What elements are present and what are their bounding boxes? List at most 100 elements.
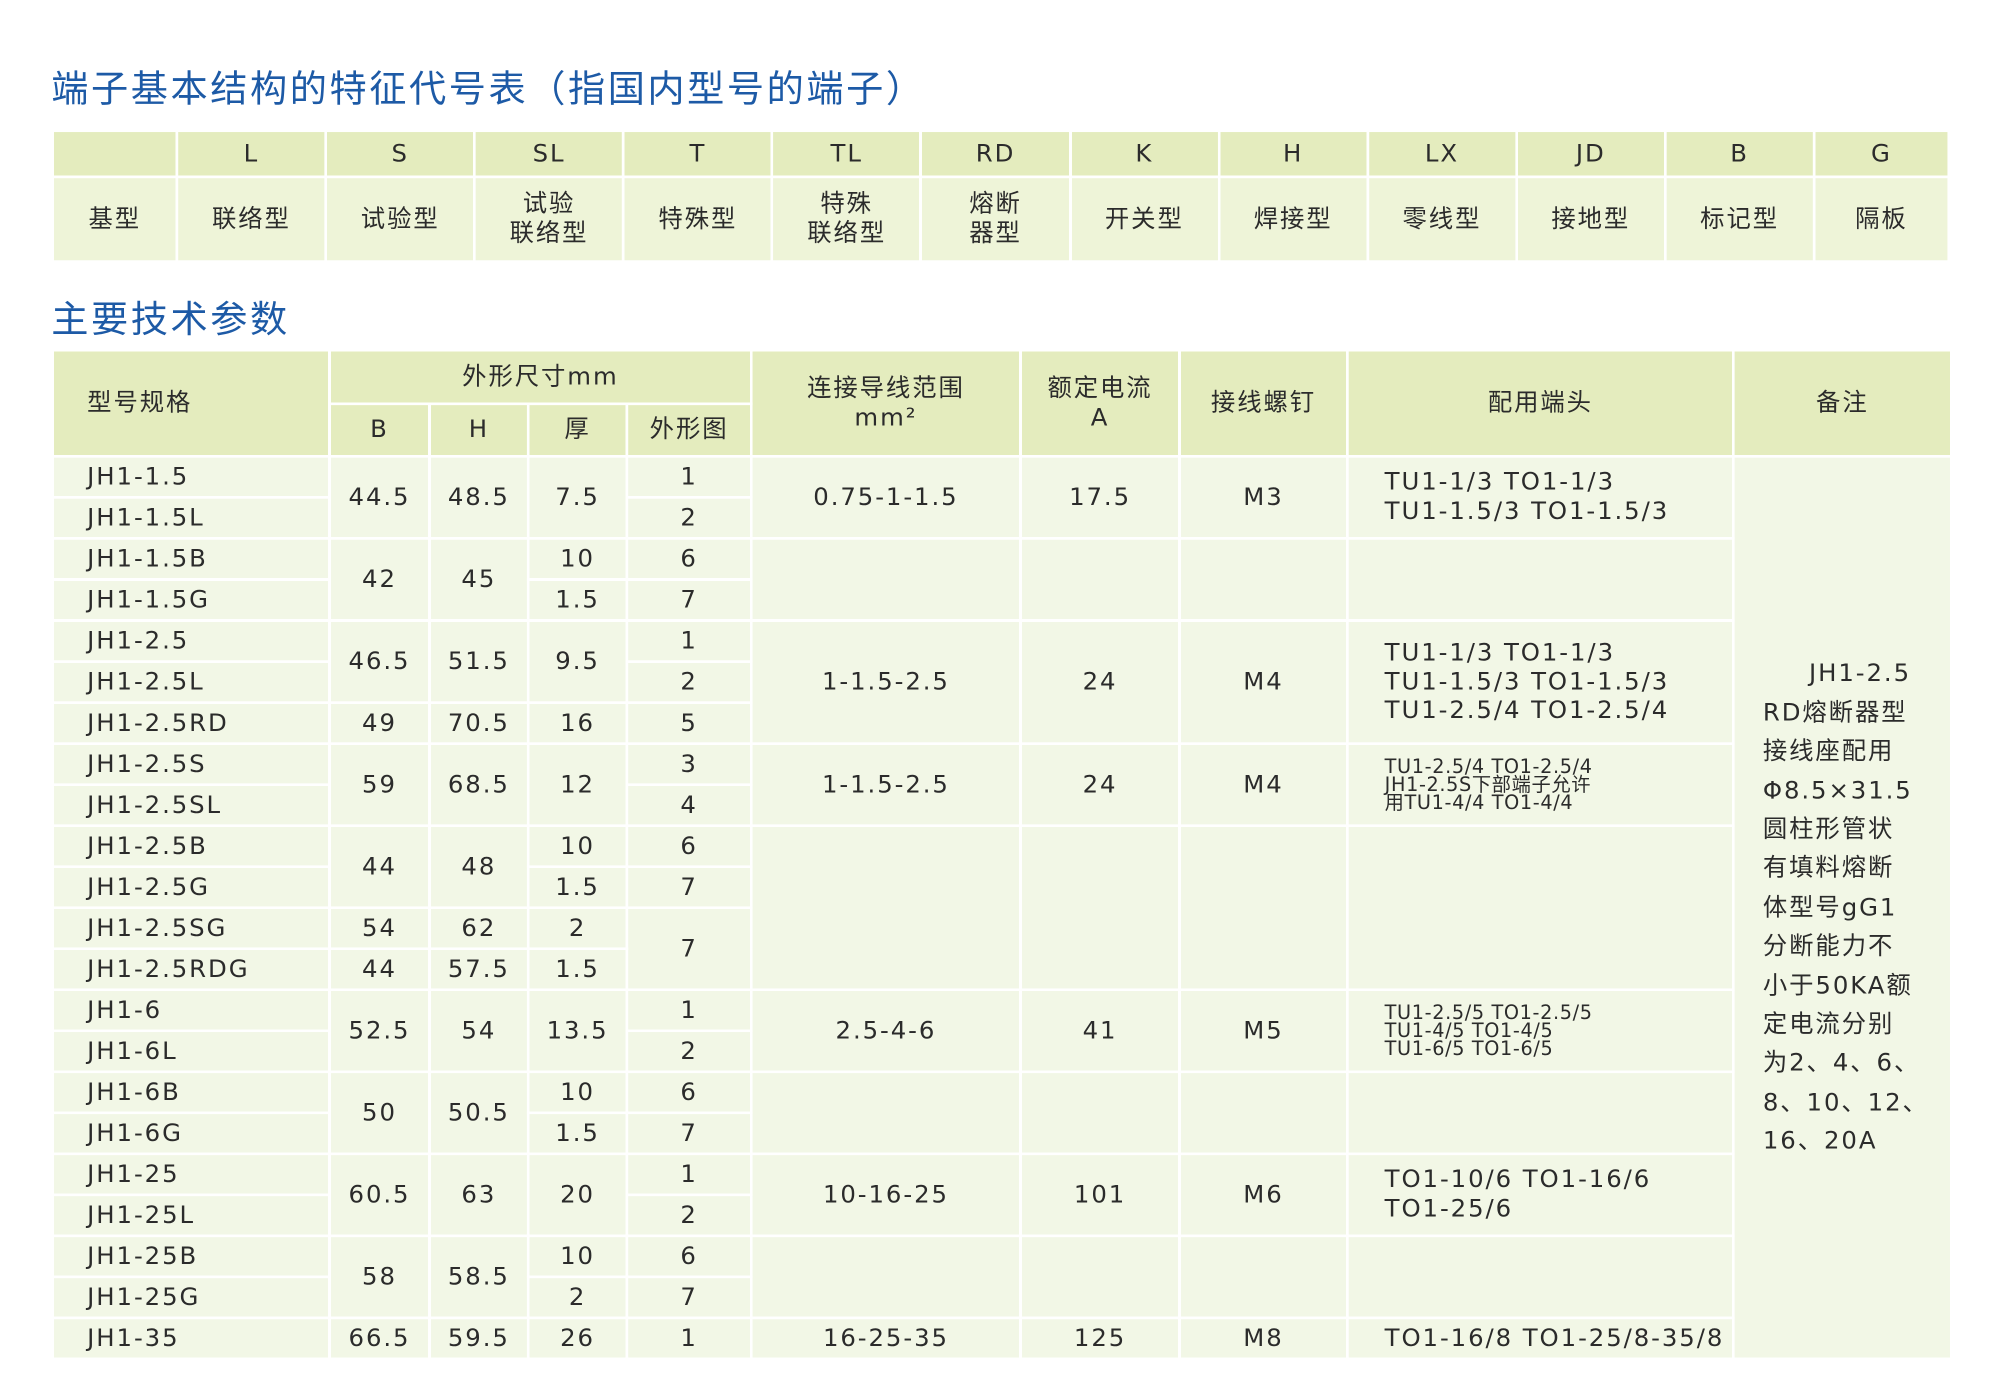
B-cell: 46.5 (328, 619, 431, 704)
screw-cell: M3 (1178, 455, 1349, 540)
name-cell: 联络型 (175, 175, 328, 263)
H-cell: 57.5 (428, 947, 530, 992)
screw-cell: M4 (1178, 742, 1349, 827)
figure-cell: 1 (625, 455, 753, 499)
B-cell: 58 (328, 1234, 431, 1320)
terminals-cell: TU1-1/3 TO1-1/3 TU1-1.5/3 TO1-1.5/3 (1346, 455, 1735, 540)
cell-text: M3 (1243, 482, 1284, 512)
figure-cell: 2 (625, 1193, 753, 1238)
cell-text: 6 (680, 544, 698, 573)
screw-cell (1178, 824, 1349, 992)
header-cell: 备注 (1732, 348, 1953, 458)
cell-text: 2 (680, 503, 698, 532)
cell-text: 2 (568, 913, 587, 942)
cell-text: 1.5 (555, 585, 600, 614)
remark-line: 分断能力不 (1762, 932, 1895, 961)
code-cell: G (1812, 129, 1950, 179)
header-text: 连接导线范围 (807, 373, 965, 403)
model-cell: JH1-2.5L (51, 660, 331, 704)
name-line: 器型 (969, 219, 1022, 248)
cell-text: 42 (362, 564, 397, 594)
header-cell: 外形尺寸mm (328, 348, 753, 406)
cell-text: 101 (1073, 1180, 1127, 1209)
section-title: 主要技术参数 (51, 297, 290, 342)
cell-text: 2 (568, 1282, 587, 1312)
B-cell: 54 (328, 906, 431, 950)
cell-text: 7 (680, 934, 698, 963)
cell-text: 24 (1082, 769, 1118, 799)
figure-cell: 7 (625, 1111, 753, 1156)
header-cell: 厚 (526, 402, 629, 458)
cell-line: TO1-10/6 TO1-16/6 (1384, 1165, 1652, 1194)
B-cell: 44 (328, 947, 431, 992)
cell-text: 1 (680, 995, 698, 1024)
cell-text: 10 (560, 1077, 595, 1106)
B-cell: 52.5 (328, 988, 431, 1074)
cell-text: M5 (1243, 1016, 1284, 1045)
thickness-cell: 26 (526, 1316, 629, 1361)
model-cell: JH1-6B (51, 1070, 331, 1115)
thickness-cell: 10 (526, 537, 629, 581)
code-table: L S SL T TL RD K H LX JD B G 基型 联络型 试验型 试验 联络型 特殊型 特殊 联络型 熔断… (51, 129, 1950, 263)
cell-text: 54 (362, 913, 397, 942)
remark-line: 8、10、12、 (1762, 1088, 1929, 1117)
H-cell: 54 (428, 988, 530, 1074)
data-row: JH1-35 66.5 59.5 26 1 16-25-35 125 M8 TO1-16/8 T… (51, 1316, 1952, 1361)
H-cell: 48.5 (428, 455, 530, 540)
name-line: 熔断 (969, 190, 1022, 219)
remark-line: 定电流分别 (1762, 1010, 1895, 1039)
remark-line: 小于50KA额 (1762, 971, 1913, 1000)
cell-text: 49 (362, 708, 397, 737)
model-cell: JH1-1.5 (51, 455, 331, 499)
figure-cell: 4 (625, 783, 753, 827)
H-cell: 45 (428, 537, 530, 622)
data-row: JH1-25B 58 58.5 10 6 (51, 1234, 1952, 1320)
remark-line: 体型号gG1 (1762, 893, 1898, 922)
name-line: 零线型 (1402, 204, 1482, 233)
data-row: JH1-1.5B 42 45 10 6 (51, 537, 1952, 622)
cell-line: TU1-1.5/3 TO1-1.5/3 (1384, 667, 1670, 696)
H-cell: 70.5 (428, 701, 530, 745)
cell-text: 2.5-4-6 (835, 1016, 937, 1045)
H-cell: 62 (428, 906, 530, 950)
name-line: 特殊 (820, 190, 873, 219)
header-cell: H (428, 402, 530, 458)
name-cell: 特殊 联络型 (770, 175, 923, 263)
cell-text: 125 (1073, 1323, 1127, 1353)
cell-text: 63 (461, 1180, 497, 1209)
name-line: 接地型 (1551, 204, 1631, 233)
cell-text: 44.5 (348, 482, 411, 512)
model-cell: JH1-1.5L (51, 496, 331, 540)
cell-line: 用TU1-4/4 TO1-4/4 (1384, 791, 1574, 815)
figure-cell: 5 (625, 701, 753, 745)
data-row: JH1-6L 2 (51, 1029, 1952, 1074)
cell-text: 6 (680, 1077, 698, 1106)
current-cell: 24 (1019, 619, 1181, 745)
B-cell: 49 (328, 701, 431, 745)
cell-text: 52.5 (348, 1016, 411, 1045)
header-cell: 额定电流 A (1019, 348, 1181, 458)
code-cell: H (1217, 129, 1369, 179)
cell-line: TU1-2.5/4 TO1-2.5/4 (1384, 754, 1593, 778)
cell-text: 48 (461, 852, 497, 881)
code-cell: T (622, 129, 774, 179)
current-cell (1019, 1234, 1181, 1320)
cell-text: M4 (1243, 667, 1284, 696)
current-cell: 24 (1019, 742, 1181, 827)
cell-text: 62 (461, 913, 497, 942)
H-cell: 50.5 (428, 1070, 530, 1156)
cell-text: 2 (680, 667, 698, 696)
remarks-cell: JH1-2.5 RD熔断器型 接线座配用 Φ8.5×31.5 圆柱形管状 有填料熔断 体型号… (1732, 455, 1953, 1361)
header-cell: 配用端头 (1346, 348, 1735, 458)
header-text: 额定电流 (1047, 373, 1153, 403)
B-cell: 44.5 (328, 455, 431, 540)
remark-line: Φ8.5×31.5 (1762, 776, 1913, 805)
cell-text: 4 (680, 790, 698, 819)
terminals-cell: TO1-10/6 TO1-16/6 TO1-25/6 (1346, 1152, 1735, 1238)
data-row: JH1-1.5L 2 (51, 496, 1952, 540)
current-cell: 125 (1019, 1316, 1181, 1361)
name-cell: 标记型 (1663, 175, 1816, 263)
remark-line: 有填料熔断 (1762, 854, 1895, 883)
screw-cell (1178, 1070, 1349, 1156)
